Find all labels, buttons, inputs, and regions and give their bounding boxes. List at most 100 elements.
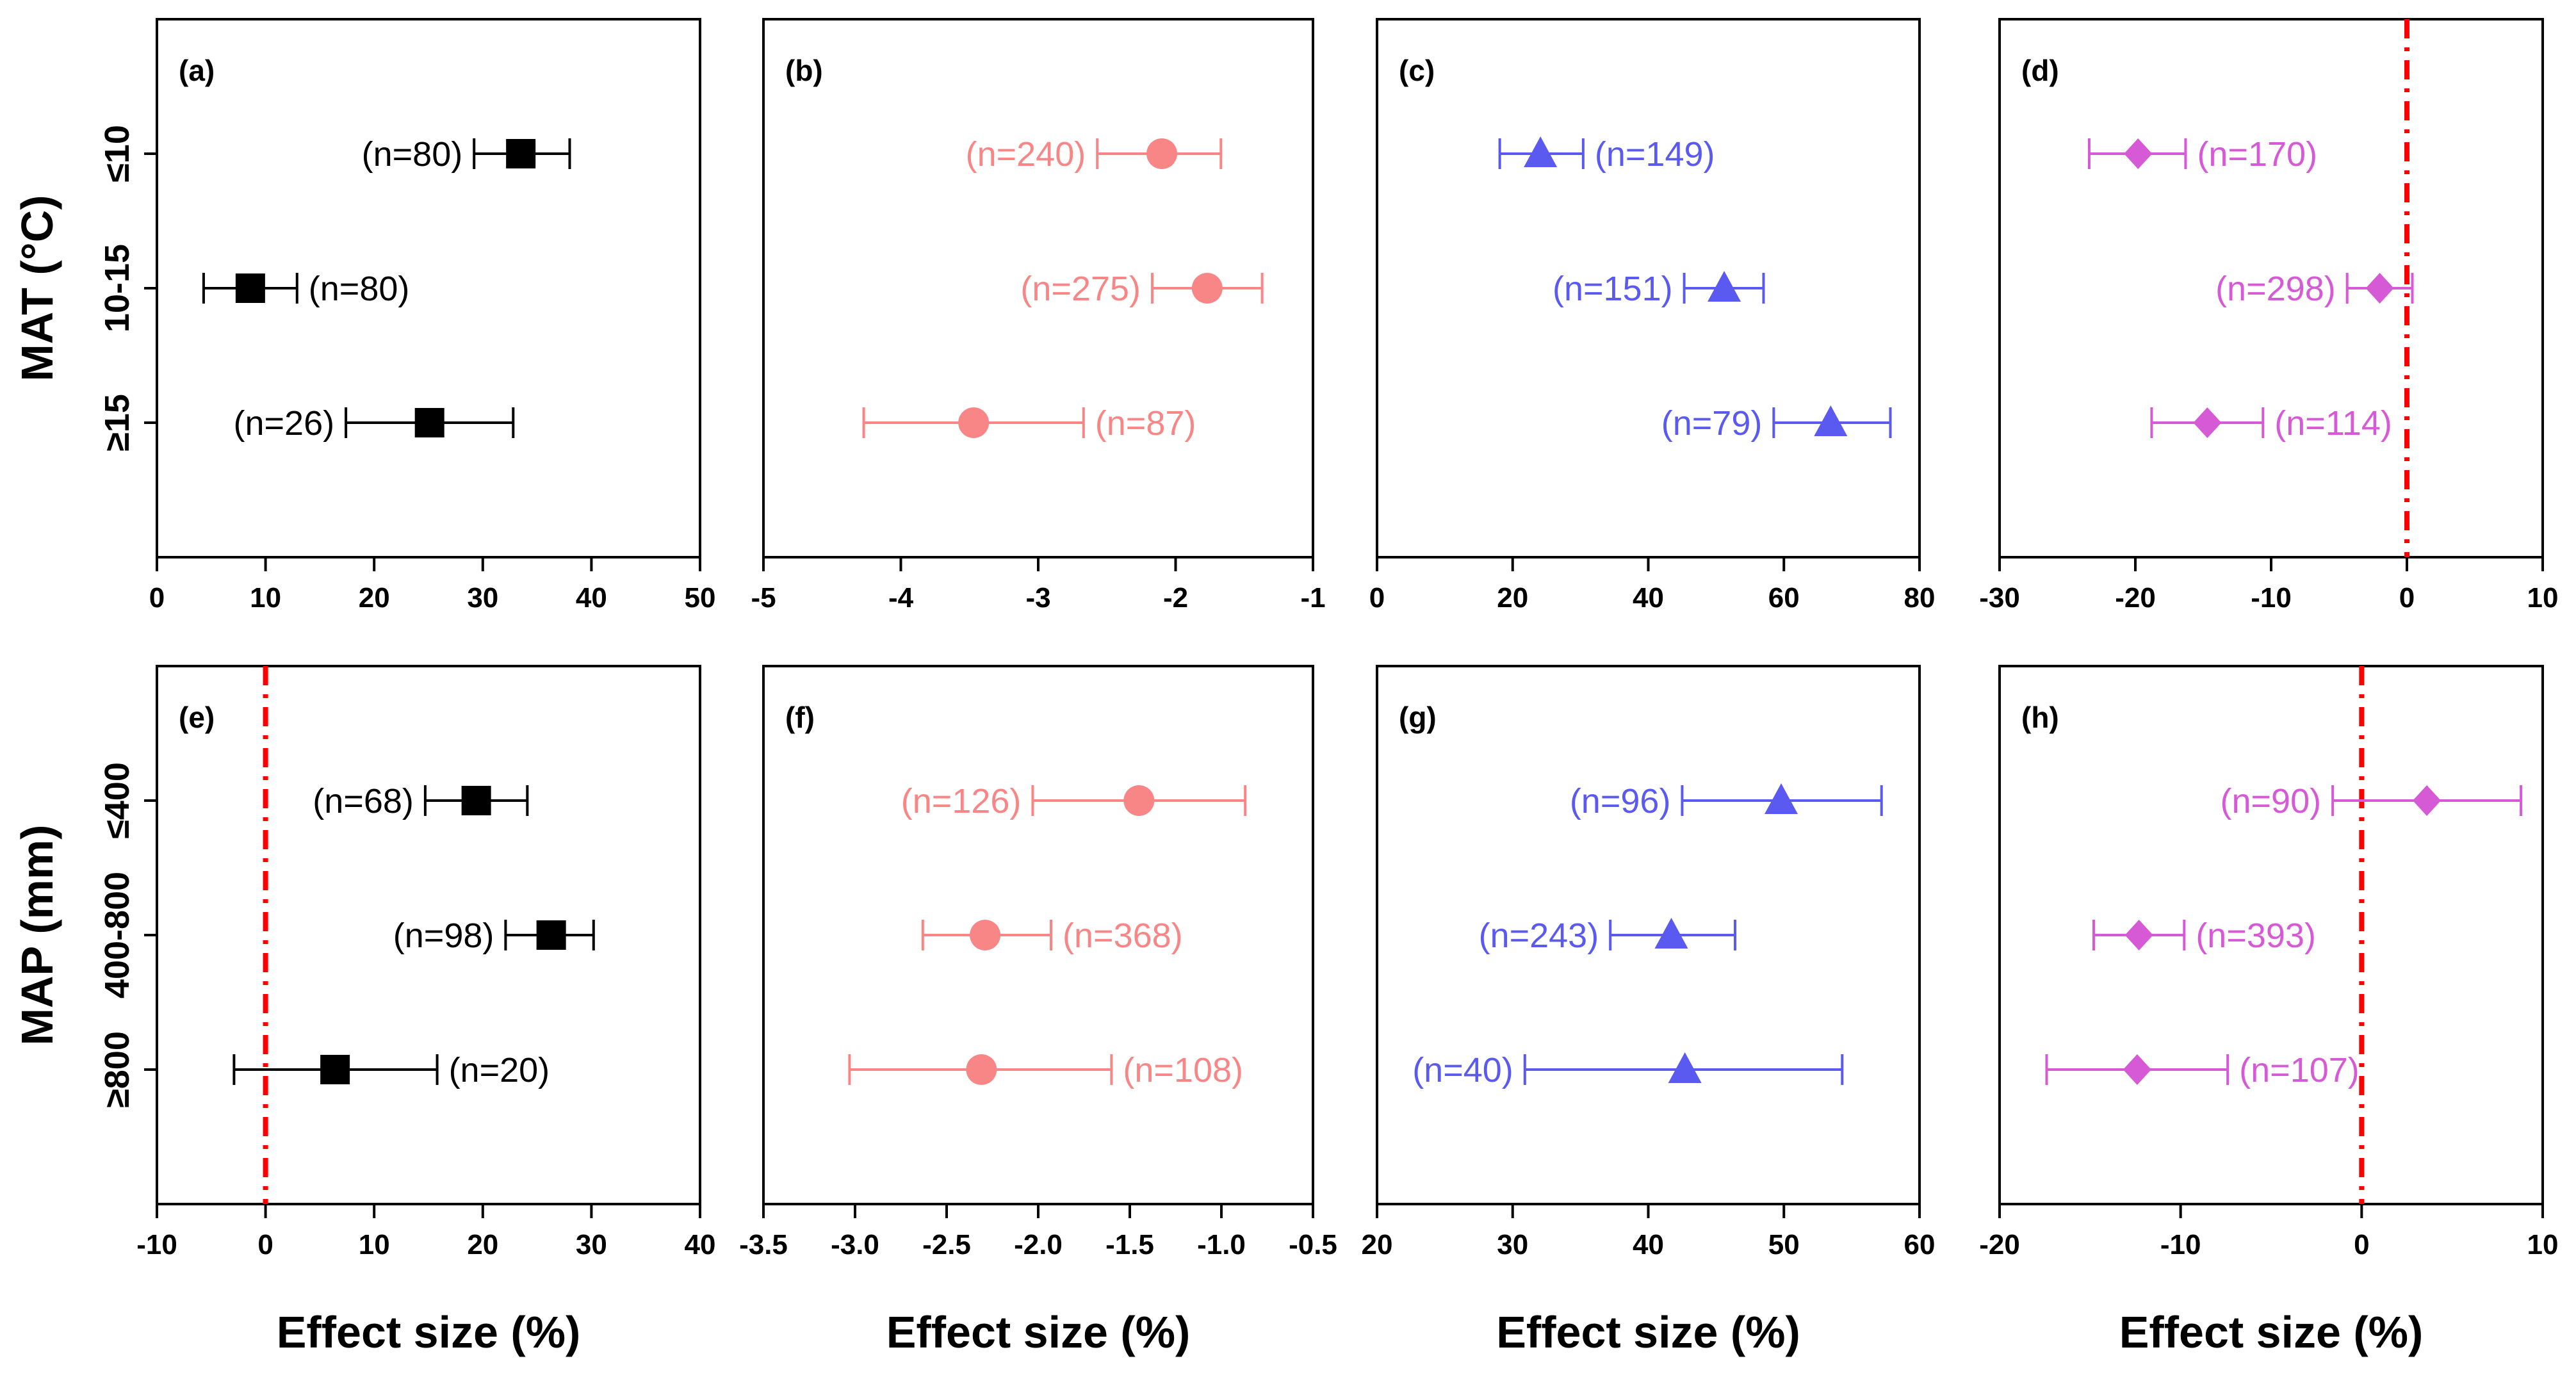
data-point: (n=240) (966, 135, 1223, 174)
x-tick-label: 40 (1633, 1229, 1664, 1260)
x-tick-label: 60 (1904, 1229, 1936, 1260)
x-tick-label: -3.0 (831, 1229, 879, 1260)
sample-size-label: (n=87) (1095, 404, 1196, 443)
data-point: (n=96) (1570, 782, 1883, 820)
data-point: (n=114) (2150, 404, 2392, 443)
diamond-marker (2123, 1054, 2151, 1085)
x-axis-title: Effect size (%) (277, 1307, 581, 1357)
diamond-marker (2413, 785, 2441, 816)
y-category-label: 400-800 (98, 872, 136, 998)
data-point: (n=80) (202, 270, 410, 308)
data-point: (n=80) (362, 135, 571, 174)
sample-size-label: (n=108) (1123, 1051, 1243, 1089)
x-axis-title: Effect size (%) (1496, 1307, 1800, 1357)
x-axis-title: Effect size (%) (2119, 1307, 2424, 1357)
x-tick-label: 10 (2527, 582, 2559, 614)
x-tick-label: 10 (2527, 1229, 2559, 1260)
row-title-top: MAT (°C) (12, 195, 62, 381)
diamond-marker (2193, 407, 2222, 438)
diamond-marker (2124, 138, 2153, 169)
x-tick-label: 30 (467, 582, 498, 614)
sample-size-label: (n=107) (2239, 1051, 2360, 1089)
x-tick-label: 0 (257, 1229, 273, 1260)
panel-label: (e) (179, 701, 215, 734)
data-point: (n=298) (2215, 270, 2414, 308)
data-point: (n=149) (1498, 135, 1715, 174)
data-point: (n=275) (1020, 270, 1264, 308)
data-point: (n=40) (1412, 1051, 1844, 1089)
x-tick-label: 0 (2354, 1229, 2369, 1260)
x-tick-label: -30 (1979, 582, 2020, 614)
data-point: (n=79) (1661, 404, 1892, 443)
x-tick-label: 20 (467, 1229, 498, 1260)
x-tick-label: -1 (1300, 582, 1325, 614)
y-category-label: ≥800 (98, 1031, 136, 1108)
sample-size-label: (n=240) (966, 135, 1086, 174)
x-tick-label: -10 (136, 1229, 177, 1260)
diamond-marker (2124, 920, 2153, 950)
y-category-label: ≤400 (98, 762, 136, 839)
x-tick-label: 40 (576, 582, 607, 614)
x-tick-label: -1.5 (1105, 1229, 1154, 1260)
square-marker (536, 920, 566, 950)
sample-size-label: (n=98) (393, 917, 494, 955)
data-point: (n=170) (2087, 135, 2317, 174)
x-tick-label: -2.5 (922, 1229, 971, 1260)
square-marker (506, 139, 536, 168)
y-category-label: 10-15 (98, 244, 136, 332)
data-point: (n=20) (232, 1051, 550, 1089)
circle-marker (970, 920, 1001, 950)
data-point: (n=26) (233, 404, 515, 443)
sample-size-label: (n=149) (1595, 135, 1715, 174)
sample-size-label: (n=96) (1570, 782, 1671, 820)
panel-label: (d) (2021, 54, 2059, 87)
x-tick-label: -2 (1163, 582, 1188, 614)
sample-size-label: (n=151) (1553, 270, 1673, 308)
x-tick-label: 40 (685, 1229, 716, 1260)
triangle-marker (1765, 783, 1798, 814)
data-point: (n=126) (901, 782, 1247, 820)
sample-size-label: (n=170) (2197, 135, 2317, 174)
x-tick-label: 20 (1497, 582, 1528, 614)
y-category-label: ≥15 (98, 394, 136, 452)
x-tick-label: 20 (359, 582, 390, 614)
sample-size-label: (n=79) (1661, 404, 1763, 443)
panel-label: (b) (785, 54, 823, 87)
x-tick-label: -20 (2115, 582, 2156, 614)
triangle-marker (1708, 271, 1741, 302)
panel-label: (g) (1399, 701, 1437, 734)
triangle-marker (1524, 136, 1558, 167)
sample-size-label: (n=20) (449, 1051, 550, 1089)
data-point: (n=243) (1479, 917, 1737, 955)
x-tick-label: -1.0 (1197, 1229, 1246, 1260)
data-point: (n=393) (2092, 917, 2316, 955)
x-tick-label: 0 (1369, 582, 1385, 614)
sample-size-label: (n=243) (1479, 917, 1599, 955)
x-tick-label: 10 (250, 582, 281, 614)
panel-frame (1998, 665, 2544, 1205)
circle-marker (1123, 785, 1155, 816)
sample-size-label: (n=275) (1020, 270, 1141, 308)
x-tick-label: -2.0 (1014, 1229, 1063, 1260)
panel-label: (a) (179, 54, 215, 87)
panel-c: (c) 0 20 40 60 80 (n=149) (n=151) (n=79) (1369, 18, 1935, 614)
sample-size-label: (n=114) (2274, 404, 2392, 443)
data-point: (n=87) (862, 404, 1196, 443)
sample-size-label: (n=393) (2196, 917, 2316, 955)
circle-marker (1191, 273, 1223, 304)
data-point: (n=108) (848, 1051, 1243, 1089)
x-tick-label: -10 (2160, 1229, 2201, 1260)
diamond-marker (2365, 273, 2394, 304)
circle-marker (966, 1054, 997, 1085)
panel-a: (a) 0 10 20 30 40 50 ≤10 10-15 ≥15 (n=80) (n=80) (n=… (98, 18, 715, 614)
data-point: (n=107) (2045, 1051, 2360, 1089)
sample-size-label: (n=80) (309, 270, 410, 308)
sample-size-label: (n=68) (313, 782, 414, 820)
row-title-bottom: MAP (mm) (12, 825, 62, 1046)
x-tick-label: 0 (2399, 582, 2415, 614)
square-marker (414, 408, 444, 437)
x-tick-label: 0 (149, 582, 165, 614)
sample-size-label: (n=26) (233, 404, 334, 443)
x-tick-label: -3 (1025, 582, 1050, 614)
